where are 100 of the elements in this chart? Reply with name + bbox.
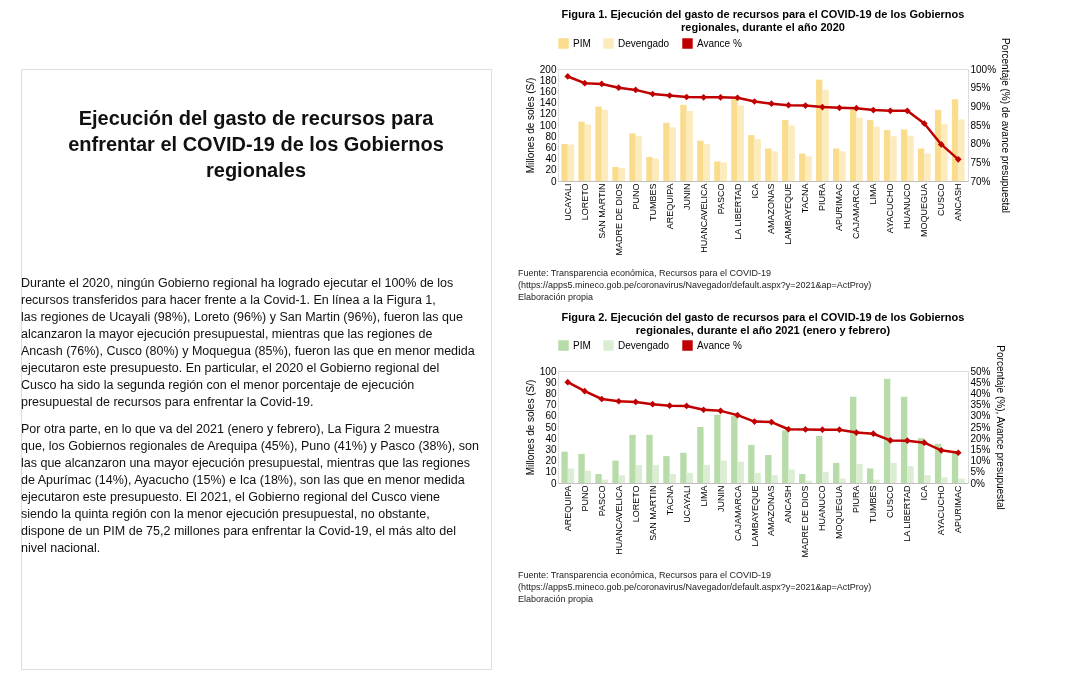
bar: [799, 474, 806, 483]
point: [734, 94, 741, 102]
text: (https://apps5.mineco.gob.pe/coronavirus/Navegador/default.aspx?y=2021&ap=ActProy): [518, 582, 872, 592]
x-tick-label: HUANCAVELICA: [698, 183, 709, 253]
point: [819, 103, 826, 111]
bar: [788, 469, 795, 483]
bar: [850, 396, 857, 483]
bar: [697, 140, 704, 181]
x-tick-label: ICA: [749, 183, 760, 199]
bar: [907, 466, 914, 483]
y2-tick-label: 80%: [970, 138, 991, 150]
y2-tick-label: 75%: [970, 156, 991, 168]
y-tick-label: 10: [545, 466, 557, 478]
bar: [680, 452, 687, 483]
bar: [782, 119, 789, 181]
point: [615, 84, 623, 92]
bar: [805, 480, 812, 483]
point: [564, 378, 572, 386]
point: [954, 449, 962, 457]
point: [564, 73, 572, 80]
x-tick-label: MADRE DE DIOS: [613, 183, 624, 256]
bar: [771, 151, 778, 181]
y-tick-label: 90: [545, 376, 557, 388]
point: [683, 402, 690, 410]
point: [598, 395, 606, 403]
bar: [595, 474, 602, 483]
point: [632, 398, 640, 406]
y-tick-label: 20: [545, 164, 557, 176]
x-tick-label: LIMA: [868, 183, 879, 205]
bar: [833, 462, 840, 483]
bar: [720, 162, 727, 181]
y-tick-label: 180: [539, 74, 557, 86]
point: [581, 387, 589, 395]
point: [937, 141, 945, 148]
bar: [951, 99, 959, 181]
y2-tick-label: 100%: [970, 63, 997, 75]
y-tick-label: 60: [545, 410, 557, 422]
bar: [754, 472, 761, 483]
bar: [805, 156, 812, 181]
legend-label: Devengado: [618, 37, 670, 49]
bar: [680, 104, 687, 181]
bar: [561, 451, 568, 483]
x-tick-label: CUSCO: [885, 485, 896, 519]
y-tick-label: 80: [545, 387, 557, 399]
x-tick-label: PASCO: [715, 183, 726, 215]
bar: [941, 123, 948, 181]
y-tick-label: 70: [545, 399, 557, 411]
y-tick-label: 100: [539, 365, 557, 377]
bar: [958, 119, 965, 181]
bar: [595, 106, 602, 181]
x-tick-label: AREQUIPA: [664, 183, 675, 230]
x-tick-label: MADRE DE DIOS: [800, 485, 811, 558]
x-tick-label: LA LIBERTAD: [732, 183, 743, 240]
bar: [907, 135, 914, 181]
y2-tick-label: 5%: [970, 466, 986, 478]
text: Ejecución del gasto de recursos para enfrentar el COVID-19 de los Gobiernos regionales: [68, 107, 444, 181]
point: [819, 426, 826, 434]
point: [717, 407, 724, 415]
y-tick-label: 60: [545, 141, 557, 153]
point: [937, 446, 945, 454]
point: [581, 79, 589, 87]
bar: [924, 153, 931, 181]
bar: [635, 136, 643, 181]
bar: [703, 465, 710, 483]
bar: [731, 99, 738, 181]
x-tick-label: LIMA: [698, 485, 709, 507]
y2-tick-label: 70%: [970, 175, 991, 187]
bar: [584, 470, 592, 483]
point: [666, 92, 673, 99]
point: [920, 439, 928, 447]
bar: [737, 461, 744, 483]
point: [853, 104, 860, 112]
x-tick-label: LAMBAYEQUE: [749, 485, 760, 547]
bar: [822, 471, 829, 483]
bar: [567, 468, 575, 483]
bar: [866, 468, 874, 483]
x-tick-label: HUANUCO: [817, 485, 828, 532]
bar: [612, 167, 619, 181]
x-tick-label: PUNO: [579, 485, 590, 512]
point: [751, 98, 758, 105]
bar: [754, 139, 761, 181]
text: Durante el 2020, ningún Gobierno regional ha logrado ejecutar el 100% de los recursos transferidos para hacer frente a la Covid-1. En línea a la Figura 1, las regiones de Ucayali (98%), Loreto (96%) y San Martin (96%), fueron las que alcanzaron la mayor ejecución presupuestal, mientras que las regiones de Ancash (76%), Cusco (80%) y Moquegua (85%), fueron las que en menor medida ejecutaron este presupuesto. En particular, el 2020 el Gobierno regional del Cusco ha sido la segunda región con el menor porcentaje de ejecución presupuestal de recursos para enfrentar la Covid-19.: [21, 276, 475, 409]
y2-axis-title: Porcentaje (%), Avance presupuestal: [994, 345, 1006, 510]
y-tick-label: 200: [539, 63, 557, 75]
x-tick-label: CAJAMARCA: [732, 485, 743, 542]
point: [598, 80, 606, 88]
point: [649, 400, 656, 408]
bar: [883, 130, 891, 181]
x-tick-label: TUMBES: [647, 183, 658, 222]
bar: [951, 452, 959, 483]
bar: [561, 144, 568, 181]
bar: [900, 129, 908, 181]
x-tick-label: CUSCO: [936, 183, 947, 217]
bar: [822, 89, 829, 181]
x-tick-label: AYACUCHO: [885, 183, 896, 234]
y-tick-label: 0: [550, 175, 557, 187]
point: [836, 426, 843, 434]
chart-title: Figura 1. Ejecución del gasto de recursos para el COVID-19 de los Gobiernos regionales, durante el año 2020: [561, 8, 965, 34]
x-tick-label: TACNA: [664, 485, 675, 516]
x-tick-label: MOQUEGUA: [919, 183, 930, 238]
